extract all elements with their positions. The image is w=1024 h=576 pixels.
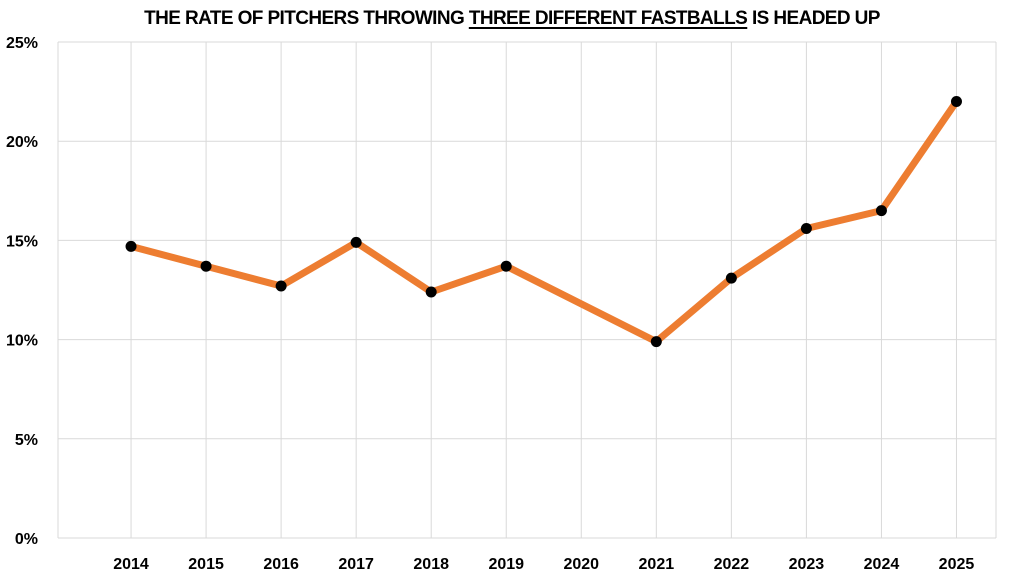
data-point-marker xyxy=(200,260,212,272)
x-tick-label: 2016 xyxy=(263,556,299,573)
chart-title-end: IS HEADED UP xyxy=(747,8,881,29)
x-tick-label: 2015 xyxy=(188,556,224,573)
gridlines xyxy=(57,41,997,539)
y-tick-label: 15% xyxy=(6,233,38,250)
data-point-marker xyxy=(500,260,512,272)
data-point-marker xyxy=(350,236,362,248)
data-point-marker xyxy=(275,280,287,292)
x-tick-label: 2023 xyxy=(789,556,825,573)
series-line xyxy=(127,98,960,346)
data-point-marker xyxy=(650,336,662,348)
y-tick-label: 0% xyxy=(15,531,38,548)
x-tick-label: 2014 xyxy=(113,556,149,573)
x-tick-label: 2017 xyxy=(338,556,374,573)
x-axis-tick-labels: 2014 2015 2016 2017 2018 2019 2020 2021 2022 2023… xyxy=(113,556,974,573)
x-tick-label: 2019 xyxy=(488,556,524,573)
data-markers xyxy=(125,96,962,348)
x-tick-label: 2018 xyxy=(413,556,449,573)
y-tick-label: 10% xyxy=(6,333,38,350)
x-tick-label: 2022 xyxy=(714,556,750,573)
chart-title: THE RATE OF PITCHERS THROWING THREE DIFF… xyxy=(0,8,1024,30)
data-point-marker xyxy=(800,222,812,234)
data-point-marker xyxy=(875,205,887,217)
data-point-marker xyxy=(125,240,137,252)
y-tick-label: 5% xyxy=(15,432,38,449)
x-tick-label: 2021 xyxy=(639,556,675,573)
y-tick-label: 20% xyxy=(6,134,38,151)
y-axis-tick-labels: 0% 5% 10% 15% 20% 25% xyxy=(6,35,38,548)
x-tick-label: 2020 xyxy=(563,556,599,573)
x-tick-label: 2024 xyxy=(864,556,900,573)
x-tick-label: 2025 xyxy=(939,556,975,573)
data-point-marker xyxy=(725,272,737,284)
data-series xyxy=(127,98,960,346)
y-tick-label: 25% xyxy=(6,35,38,52)
chart-title-start: THE RATE OF PITCHERS THROWING xyxy=(144,8,469,29)
data-point-marker xyxy=(950,96,962,108)
data-point-marker xyxy=(425,286,437,298)
chart-title-emphasis: THREE DIFFERENT FASTBALLS xyxy=(468,8,748,29)
